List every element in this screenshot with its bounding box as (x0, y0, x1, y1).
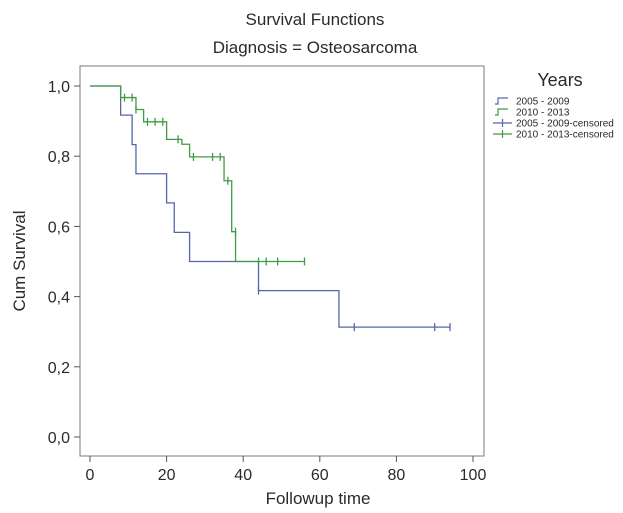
y-tick-label: 0,6 (48, 219, 70, 236)
series-line-1 (90, 85, 451, 328)
x-tick-label: 0 (86, 467, 95, 484)
legend-swatch (495, 97, 508, 105)
chart-subtitle: Diagnosis = Osteosarcoma (213, 38, 418, 57)
y-tick-label: 1,0 (48, 79, 70, 96)
legend-label: 2005 - 2009-censored (516, 119, 614, 130)
series-line-2 (90, 85, 305, 263)
x-tick-label: 40 (234, 467, 252, 484)
series-layer (90, 85, 451, 332)
x-tick-label: 80 (388, 467, 406, 484)
legend-label: 2005 - 2009 (516, 97, 570, 108)
x-axis: 0 20 40 60 80 100 (86, 456, 487, 484)
x-tick-label: 20 (158, 467, 176, 484)
x-tick-label: 60 (311, 467, 329, 484)
legend-label: 2010 - 2013-censored (516, 130, 614, 141)
y-axis: 0,0 0,2 0,4 0,6 0,8 1,0 (48, 79, 80, 447)
x-axis-label: Followup time (266, 489, 371, 508)
legend-label: 2010 - 2013 (516, 108, 570, 119)
y-tick-label: 0,0 (48, 430, 70, 447)
y-tick-label: 0,2 (48, 360, 70, 377)
chart-title: Survival Functions (246, 10, 385, 29)
y-axis-label: Cum Survival (10, 210, 29, 311)
x-tick-label: 100 (460, 467, 487, 484)
y-tick-label: 0,4 (48, 290, 70, 307)
y-tick-label: 0,8 (48, 149, 70, 166)
legend-title: Years (537, 70, 582, 90)
legend-swatch (495, 108, 508, 116)
